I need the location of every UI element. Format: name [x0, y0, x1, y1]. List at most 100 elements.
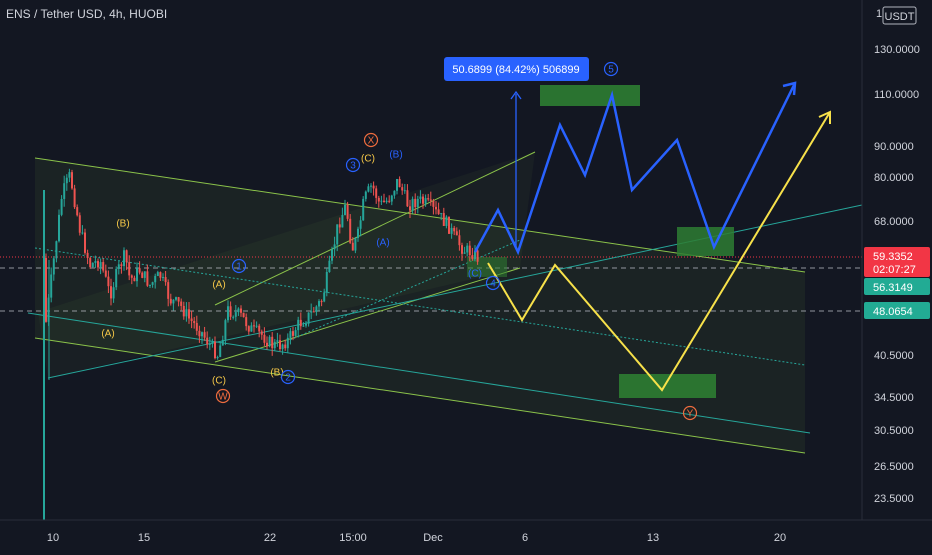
candle-body [448, 216, 450, 234]
wave-labels: (B) (A) (A) (C) (B) (C) (B) (A) (C) W X Y 1 2 3 4 5 [101, 61, 698, 421]
candle-body [76, 207, 79, 216]
candle-body [232, 316, 235, 318]
candle-body [94, 261, 97, 263]
candle-body [86, 252, 89, 259]
candle-body [99, 262, 102, 268]
candle-body [351, 242, 354, 251]
candle-body [286, 337, 289, 349]
candle-body [276, 340, 279, 342]
candle-body [104, 270, 107, 277]
candle-body [429, 199, 432, 201]
candle-body [419, 196, 422, 199]
wave-label-circle [215, 388, 231, 404]
candle-body [458, 235, 461, 246]
price-tag [864, 302, 930, 319]
time-tick-label: 13 [647, 532, 659, 544]
candle-body [190, 318, 193, 322]
candle-body [284, 344, 287, 349]
price-tick-label: 110.0000 [874, 89, 919, 101]
candle-body [159, 272, 162, 278]
candle-body [138, 268, 141, 273]
candle-body [268, 336, 271, 347]
candle-body [141, 272, 144, 278]
candle-body [107, 276, 110, 287]
price-tick-label: 130.0000 [874, 44, 920, 56]
candle-body [323, 292, 326, 302]
currency-button[interactable]: USDT [882, 6, 917, 25]
currency-label: USDT [885, 11, 915, 23]
wave-label: 4 [490, 279, 496, 290]
candle-body [346, 204, 349, 219]
candle-body [65, 177, 68, 184]
candle-body [110, 286, 112, 299]
candle-body [461, 245, 463, 254]
candle-body [474, 250, 476, 259]
candle-body [383, 200, 385, 202]
candle-body [130, 275, 133, 278]
candle-body [50, 274, 53, 298]
candle-body [128, 262, 131, 276]
candle-body [203, 332, 206, 338]
candle-body [341, 214, 344, 228]
candle-body [151, 282, 154, 285]
candle-body [133, 277, 136, 282]
wave-label: (B) [116, 219, 129, 230]
price-tag-value: 59.3352 [873, 251, 913, 263]
candle-body [424, 198, 427, 204]
candle-body [58, 214, 60, 242]
time-tick-label: Dec [423, 532, 443, 544]
candle-body [435, 206, 437, 210]
candle-body [172, 299, 175, 304]
candle-body [250, 325, 253, 332]
wave-label-circle [280, 369, 296, 385]
candle-body [279, 340, 281, 350]
price-tick-label: 30.5000 [874, 425, 914, 437]
price-tick-label: 34.5000 [874, 392, 914, 404]
candle-body [247, 326, 250, 332]
candle-body [146, 271, 149, 286]
candle-body [406, 190, 409, 207]
candle-body [219, 345, 222, 357]
candle-body [271, 336, 274, 349]
symbol-title: ENS / Tether USD, 4h, HUOBI [6, 7, 167, 21]
candle-body [216, 356, 219, 359]
time-axis[interactable]: 10 15 22 15:00 Dec 6 13 20 [0, 519, 932, 550]
candle-body [242, 312, 245, 318]
candle-body [372, 185, 375, 189]
candle-body [55, 241, 58, 259]
candle-body [211, 341, 214, 344]
candle-body [263, 334, 266, 343]
teal-dotted-rise [289, 239, 521, 341]
wave-label-circle [485, 275, 501, 291]
candle-body [117, 264, 120, 269]
candle-body [120, 264, 123, 267]
candle-body [445, 216, 448, 226]
candle-body [175, 297, 177, 300]
price-tick-label: 90.0000 [874, 141, 914, 153]
candle-body [320, 301, 323, 303]
candle-body [471, 255, 474, 259]
candle-body [393, 190, 396, 196]
candle-body [364, 191, 367, 199]
candle-body [318, 301, 320, 307]
candle-body [162, 277, 164, 279]
time-tick-label: 6 [522, 532, 528, 544]
candle-body [63, 183, 66, 199]
candle-body [414, 198, 417, 208]
target-box-low [619, 374, 716, 398]
candle-body [377, 197, 380, 202]
candle-body [52, 258, 55, 275]
candle-body [68, 172, 71, 178]
wave-label: (B) [389, 150, 402, 161]
candle-body [78, 215, 81, 233]
price-tag-value: 56.3149 [873, 282, 913, 294]
candle-body [297, 319, 300, 331]
price-tick-label: 68.0000 [874, 216, 914, 228]
candle-body [312, 311, 315, 313]
price-scale[interactable]: 1 1 130.0000110.000090.000080.000068.000… [861, 0, 932, 520]
wave-label-circle [231, 258, 247, 274]
candle-body [81, 232, 84, 234]
price-tick-label: 40.5000 [874, 350, 914, 362]
